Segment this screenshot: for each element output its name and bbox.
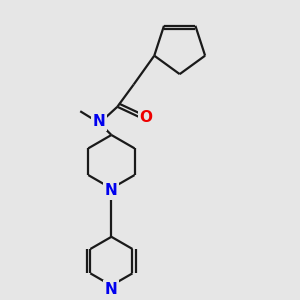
Text: N: N <box>93 114 106 129</box>
Text: N: N <box>105 282 118 297</box>
Text: O: O <box>140 110 153 125</box>
Text: N: N <box>105 183 118 198</box>
